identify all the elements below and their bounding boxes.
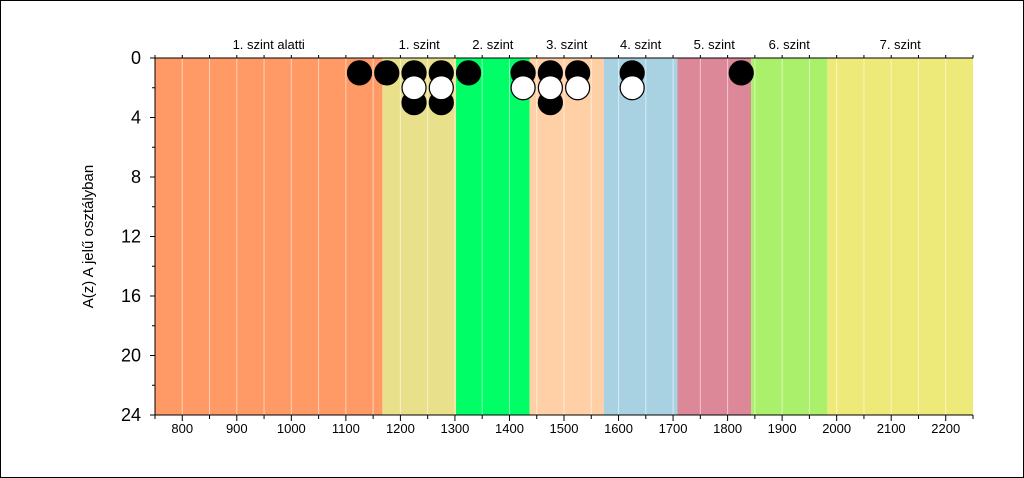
band-6	[677, 58, 752, 415]
band-4	[529, 58, 604, 415]
point-open	[428, 75, 454, 101]
y-tick-label: 8	[131, 167, 141, 187]
y-tick-label: 20	[121, 346, 141, 366]
x-tick-label: 1300	[440, 421, 469, 436]
y-tick-label: 4	[131, 108, 141, 128]
point-open	[510, 75, 536, 101]
x-tick-label: 1600	[604, 421, 633, 436]
x-tick-label: 1500	[550, 421, 579, 436]
band-label-5: 4. szint	[620, 37, 662, 52]
y-tick-label: 0	[131, 48, 141, 68]
x-tick-label: 1400	[495, 421, 524, 436]
x-tick-label: 1000	[277, 421, 306, 436]
point-filled	[374, 60, 400, 86]
band-3	[456, 58, 530, 415]
band-2	[382, 58, 457, 415]
y-tick-label: 16	[121, 286, 141, 306]
grid-lines	[181, 58, 947, 415]
level-bands: 1. szint alatti 1. szint 2. szint 3. szint 4…	[155, 37, 973, 415]
band-label-3: 2. szint	[472, 37, 514, 52]
x-tick-label: 1700	[659, 421, 688, 436]
point-open	[565, 75, 591, 101]
point-filled	[346, 60, 373, 86]
x-tick-label: 800	[171, 421, 193, 436]
point-open	[401, 75, 427, 101]
band-7	[751, 58, 828, 415]
band-label-8: 7. szint	[880, 37, 922, 52]
axes: 800 900 1000 1100 1200 1300 1400 1500 1600 1700 18…	[121, 48, 974, 436]
x-tick-label: 1100	[332, 421, 360, 436]
band-label-2: 1. szint	[399, 37, 441, 52]
point-open	[619, 75, 645, 101]
band-label-1: 1. szint alatti	[233, 37, 305, 52]
x-tick-label: 1800	[713, 421, 742, 436]
x-tick-label: 1200	[386, 421, 415, 436]
band-label-4: 3. szint	[546, 37, 588, 52]
point-open	[537, 75, 563, 101]
x-tick-label: 2000	[822, 421, 851, 436]
x-tick-label: 1900	[768, 421, 797, 436]
band-8	[827, 58, 973, 415]
band-label-6: 5. szint	[694, 37, 736, 52]
data-points	[346, 60, 754, 116]
y-axis-title: A(z) A jelű osztályban	[80, 165, 97, 308]
y-tick-label: 24	[121, 405, 141, 425]
y-tick-label: 12	[121, 227, 141, 247]
x-tick-label: 2100	[877, 421, 906, 436]
point-filled	[455, 60, 482, 86]
band-label-7: 6. szint	[769, 37, 811, 52]
point-filled	[728, 60, 754, 86]
x-tick-label: 2200	[931, 421, 960, 436]
x-tick-label: 900	[226, 421, 248, 436]
band-5	[603, 58, 678, 415]
band-1	[155, 58, 383, 415]
